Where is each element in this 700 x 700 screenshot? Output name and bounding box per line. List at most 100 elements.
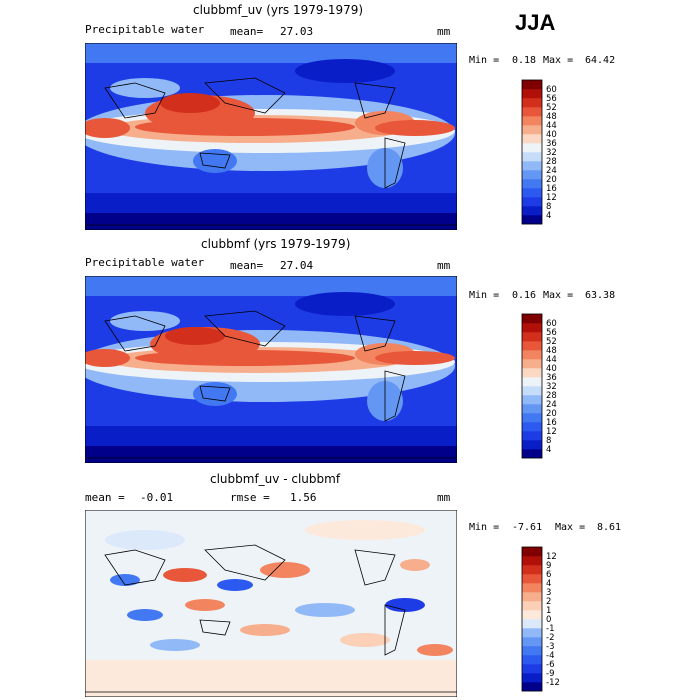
colorbar-tick-2-3: 16 <box>546 418 557 428</box>
colorbar-tick-1-11: 48 <box>546 112 557 122</box>
colorbar-swatch-2-15 <box>522 314 542 324</box>
panel3-rmse-value: 1.56 <box>290 491 317 504</box>
colorbar-tick-3-8: 1 <box>546 606 551 616</box>
colorbar-tick-1-6: 28 <box>546 157 557 167</box>
colorbar-tick-2-4: 20 <box>546 409 557 419</box>
colorbar-tick-1-4: 20 <box>546 175 557 185</box>
colorbar-tick-1-2: 12 <box>546 193 557 203</box>
colorbar-swatch-1-10 <box>522 125 542 135</box>
colorbar-swatch-2-13 <box>522 332 542 342</box>
colorbar-tick-2-0: 4 <box>546 445 551 455</box>
colorbar-swatch-2-0 <box>522 449 542 459</box>
panel1-min-label: Min = <box>469 55 500 66</box>
panel2-title: clubbmf (yrs 1979-1979) <box>201 237 351 251</box>
colorbar-tick-1-5: 24 <box>546 166 557 176</box>
colorbar-swatch-2-9 <box>522 368 542 378</box>
colorbar-swatch-2-8 <box>522 377 542 387</box>
panel3-mean-label: mean = <box>85 491 125 504</box>
colorbar-tick-3-6: -1 <box>546 624 554 634</box>
colorbar-swatch-1-11 <box>522 116 542 126</box>
panel2-mean-label: mean= <box>230 259 264 272</box>
colorbar-swatch-3-9 <box>522 601 542 611</box>
panel3-max-value: 8.61 <box>597 522 622 533</box>
colorbar-swatch-1-1 <box>522 206 542 216</box>
colorbar-tick-3-7: 0 <box>546 615 551 625</box>
colorbar-tick-3-9: 2 <box>546 597 551 607</box>
colorbar-swatch-3-4 <box>522 646 542 656</box>
colorbar-tick-1-8: 36 <box>546 139 557 149</box>
colorbar-swatch-2-1 <box>522 440 542 450</box>
colorbar-swatch-1-4 <box>522 179 542 189</box>
colorbar-tick-3-4: -3 <box>546 642 554 652</box>
panel2-max-label: Max = <box>543 290 574 301</box>
colorbar-tick-2-12: 52 <box>546 337 557 347</box>
colorbar-swatch-3-10 <box>522 592 542 602</box>
colorbar-swatch-3-14 <box>522 556 542 566</box>
colorbar-tick-2-8: 36 <box>546 373 557 383</box>
panel2-map <box>85 276 457 463</box>
colorbar-swatch-2-11 <box>522 350 542 360</box>
colorbar-tick-1-12: 52 <box>546 103 557 113</box>
colorbar-tick-3-11: 4 <box>546 579 551 589</box>
colorbar-swatch-2-5 <box>522 404 542 414</box>
panel3-map <box>85 510 457 697</box>
panel1-min-value: 0.18 <box>512 55 537 66</box>
colorbar-tick-3-10: 3 <box>546 588 551 598</box>
colorbar-swatch-3-12 <box>522 574 542 584</box>
colorbar-swatch-2-3 <box>522 422 542 432</box>
panel2-min-label: Min = <box>469 290 500 301</box>
colorbar-tick-1-7: 32 <box>546 148 557 158</box>
season-label: JJA <box>515 10 556 35</box>
colorbar-swatch-1-6 <box>522 161 542 171</box>
colorbar-swatch-1-15 <box>522 80 542 90</box>
colorbar-tick-2-13: 56 <box>546 328 557 338</box>
panel2-mean-value: 27.04 <box>280 259 314 272</box>
colorbar-tick-2-9: 40 <box>546 364 557 374</box>
panel3-min-value: -7.61 <box>512 522 543 533</box>
colorbar-tick-1-0: 4 <box>546 211 551 221</box>
colorbar-swatch-1-13 <box>522 98 542 108</box>
colorbar-tick-1-14: 60 <box>546 85 557 95</box>
panel3-title: clubbmf_uv - clubbmf <box>210 472 341 486</box>
panel3-min-label: Min = <box>469 522 500 533</box>
colorbar-swatch-1-5 <box>522 170 542 180</box>
colorbar-tick-1-13: 56 <box>546 94 557 104</box>
colorbar-swatch-3-8 <box>522 610 542 620</box>
colorbar-swatch-1-3 <box>522 188 542 198</box>
colorbar-tick-2-7: 32 <box>546 382 557 392</box>
colorbar-tick-3-3: -4 <box>546 651 554 661</box>
colorbar-swatch-3-3 <box>522 655 542 665</box>
colorbar-swatch-3-6 <box>522 628 542 638</box>
colorbar-tick-1-1: 8 <box>546 202 551 212</box>
panel3-mean-value: -0.01 <box>140 491 174 504</box>
panel3-max-label: Max = <box>555 522 586 533</box>
colorbar-swatch-3-0 <box>522 682 542 692</box>
colorbar-swatch-1-8 <box>522 143 542 153</box>
colorbar-tick-3-0: -12 <box>546 678 560 688</box>
colorbar-frame-2 <box>521 313 543 459</box>
colorbar-swatch-2-2 <box>522 431 542 441</box>
colorbar-swatch-3-5 <box>522 637 542 647</box>
panel1-mean-value: 27.03 <box>280 25 314 38</box>
colorbar-frame-3 <box>521 546 543 692</box>
panel2-units: mm <box>437 259 451 272</box>
colorbar-swatch-1-7 <box>522 152 542 162</box>
panel2-variable: Precipitable water <box>85 256 205 269</box>
colorbar-tick-2-5: 24 <box>546 400 557 410</box>
colorbar-swatch-2-14 <box>522 323 542 333</box>
panel1-max-value: 64.42 <box>585 55 616 66</box>
colorbar-swatch-2-6 <box>522 395 542 405</box>
colorbar-swatch-1-2 <box>522 197 542 207</box>
colorbar-tick-1-3: 16 <box>546 184 557 194</box>
colorbar-swatch-1-0 <box>522 215 542 225</box>
colorbar-swatch-3-1 <box>522 673 542 683</box>
colorbar-tick-2-11: 48 <box>546 346 557 356</box>
colorbar-swatch-2-4 <box>522 413 542 423</box>
colorbar-swatch-3-2 <box>522 664 542 674</box>
colorbar-frame-1 <box>521 79 543 225</box>
colorbar-swatch-1-9 <box>522 134 542 144</box>
colorbar-tick-1-10: 44 <box>546 121 557 131</box>
